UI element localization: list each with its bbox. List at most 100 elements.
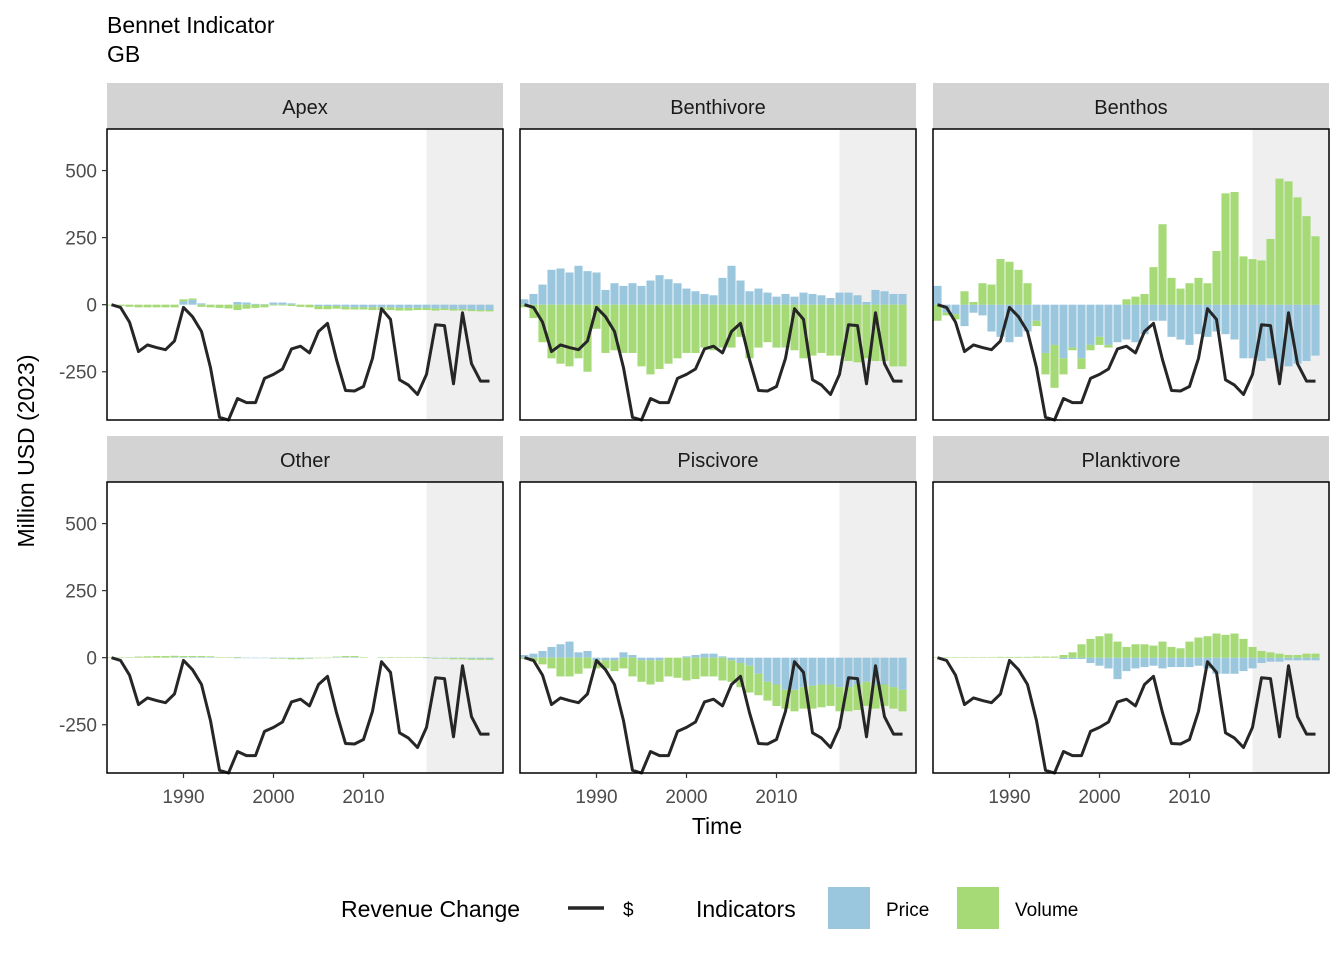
price-bar [242,302,251,305]
volume-bar [727,304,736,348]
volume-bar [565,304,574,367]
price-bar [583,650,592,658]
volume-bar [538,657,547,665]
volume-bar [251,304,260,308]
volume-bar [826,684,835,706]
revenue-change-line [111,656,490,775]
price-bar [440,304,449,309]
volume-bar [646,304,655,375]
price-bar [242,657,251,659]
volume-bar [1068,347,1077,351]
price-bar [709,653,718,658]
price-bar [422,657,431,659]
price-bar [790,296,799,305]
price-bar [745,657,754,666]
price-bar [853,657,862,685]
volume-bar [179,656,188,658]
volume-bar [1239,638,1248,658]
price-bar [987,304,996,332]
price-bar [332,304,341,307]
price-bar [574,652,583,658]
price-bar [781,657,790,690]
volume-bar [781,304,790,348]
price-bar [1167,304,1176,337]
price-bar [691,654,700,658]
volume-bar [1014,269,1023,305]
price-bar [341,304,350,307]
price-bar [1122,657,1131,672]
x-tick-label: 2010 [1168,787,1210,808]
price-bar [467,304,476,310]
volume-bar [350,307,359,310]
volume-bar [951,657,960,658]
price-bar [1158,657,1167,669]
volume-bar [314,657,323,659]
legend-line-title: Revenue Change [341,896,520,922]
price-bar [763,657,772,682]
price-bar [341,657,350,658]
volume-bar [781,689,790,709]
legend-volume-key [957,887,999,929]
volume-bar [817,684,826,708]
price-bar [1149,304,1158,321]
price-bar [188,657,197,658]
price-bar [233,657,242,659]
price-bar [646,657,655,661]
volume-bar [341,306,350,310]
volume-bar [1212,251,1221,305]
volume-bar [619,657,628,669]
price-bar [323,304,332,307]
price-bar [835,292,844,305]
price-bar [1140,657,1149,668]
revenue-change-line [937,656,1316,775]
price-bar [1230,657,1239,674]
volume-bar [745,304,754,359]
volume-bar [808,304,817,356]
price-bar [556,268,565,305]
price-bar [960,304,969,327]
volume-bar [1221,193,1230,305]
price-bar [547,269,556,305]
legend-line-label: $ [623,900,634,921]
volume-bar [933,304,942,321]
price-bar [386,304,395,308]
volume-bar [682,304,691,353]
volume-bar [125,657,134,658]
price-bar [862,301,871,305]
volume-bar [1302,653,1311,658]
volume-bar [1293,654,1302,658]
volume-bar [143,304,152,308]
price-bar [287,303,296,305]
volume-bar [862,681,871,706]
price-bar [197,303,206,305]
price-bar [269,657,278,659]
price-bar [898,293,907,305]
volume-bar [1194,637,1203,658]
volume-bar [359,657,368,658]
volume-bar [1248,259,1257,305]
volume-bar [727,660,736,682]
panel-strip [520,83,916,129]
price-bar [350,304,359,308]
volume-bar [161,656,170,658]
volume-bar [718,304,727,348]
price-bar [1104,304,1113,345]
volume-bar [772,684,781,706]
volume-bar [1122,646,1131,658]
price-bar [1023,304,1032,332]
volume-bar [1239,256,1248,305]
volume-bar [449,658,458,660]
y-tick-label: -250 [59,363,97,384]
volume-bar [1077,358,1086,370]
panel-planktivore: Planktivore 1990 2000 2010 [932,436,1330,808]
price-bar [1149,657,1158,666]
volume-bar [359,307,368,310]
price-bar [933,285,942,305]
volume-bar [152,304,161,308]
shaded-region [839,129,916,420]
panel-strip-label: Planktivore [1082,450,1181,472]
volume-bar [170,304,179,308]
volume-bar [116,657,125,658]
volume-bar [422,307,431,311]
price-bar [880,657,889,685]
